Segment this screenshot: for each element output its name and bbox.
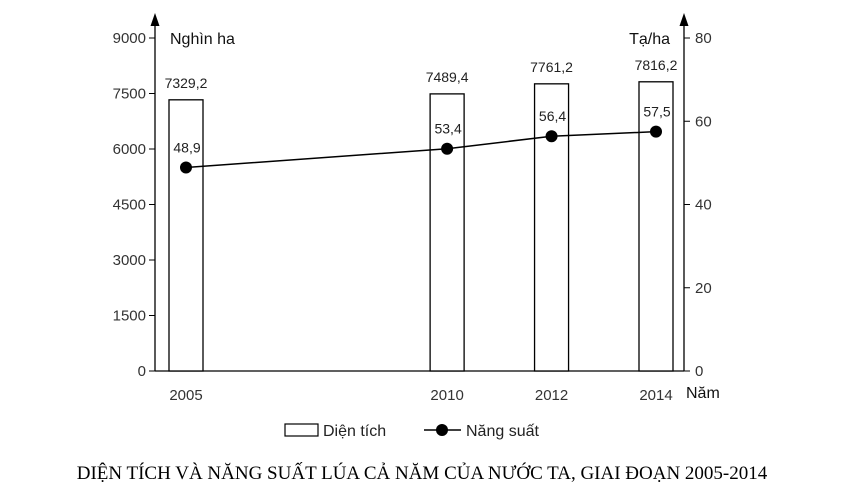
left-axis-tick-label: 1500: [113, 308, 146, 325]
right-axis-tick-label: 0: [695, 363, 703, 380]
left-axis-unit: Nghìn ha: [170, 31, 235, 48]
line-nang-suat: [185, 130, 657, 169]
right-axis-tick-label: 80: [695, 30, 712, 47]
x-axis-tick-label: 2014: [639, 387, 672, 404]
line-point-nang-suat: [545, 130, 558, 143]
bar-dien-tich: [638, 81, 674, 372]
bar-data-label: 7761,2: [530, 59, 573, 75]
left-axis-tick-label: 9000: [113, 30, 146, 47]
x-axis-tick-label: 2012: [535, 387, 568, 404]
line-point-nang-suat: [650, 125, 662, 138]
right-axis-tick-label: 20: [695, 280, 712, 297]
bar-dien-tich: [168, 99, 204, 372]
line-data-label: 48,9: [173, 139, 200, 155]
legend-label-nang-suat: Năng suất: [466, 423, 539, 440]
line-data-label: 53,4: [434, 121, 461, 137]
line-point-nang-suat: [180, 161, 192, 174]
x-axis-label: Năm: [686, 385, 720, 402]
bar-dien-tich: [429, 93, 465, 372]
legend-label-dien-tich: Diện tích: [323, 423, 386, 440]
left-axis-tick-label: 4500: [113, 197, 146, 214]
left-axis-tick-label: 3000: [113, 252, 146, 269]
line-data-label: 57,5: [643, 104, 670, 120]
bar-data-label: 7329,2: [165, 75, 208, 91]
left-axis-tick-label: 7500: [113, 86, 146, 103]
right-axis-tick-label: 60: [695, 113, 712, 130]
x-axis-tick-label: 2010: [430, 387, 463, 404]
bar-data-label: 7489,4: [426, 69, 469, 85]
right-axis-arrow-icon: [679, 13, 689, 26]
bar-data-label: 7816,2: [635, 57, 678, 73]
x-axis-tick-label: 2005: [169, 387, 202, 404]
left-axis-tick-label: 6000: [113, 141, 146, 158]
right-axis-tick-label: 40: [695, 197, 712, 214]
legend-marker-icon: [436, 424, 448, 436]
right-axis-unit: Tạ/ha: [629, 31, 670, 48]
line-data-label: 56,4: [539, 108, 566, 124]
left-axis-arrow-icon: [150, 13, 160, 26]
left-axis-tick-label: 0: [138, 363, 146, 380]
line-point-nang-suat: [441, 142, 454, 155]
chart-title: DIỆN TÍCH VÀ NĂNG SUẤT LÚA CẢ NĂM CỦA NƯ…: [77, 462, 768, 484]
bar-dien-tich: [533, 83, 570, 372]
legend-bar-swatch: [284, 423, 319, 437]
